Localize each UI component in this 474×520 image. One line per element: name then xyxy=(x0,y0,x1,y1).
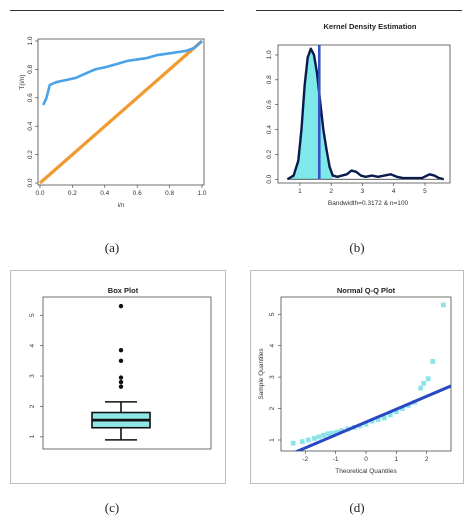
y-axis-label: Sample Quantiles xyxy=(258,348,265,400)
density-curve xyxy=(286,47,445,181)
density-fill xyxy=(287,48,333,180)
chart-d: Normal Q-Q Plot -2 -1 0 1 2 1 2 3 4 5 Theoretical Q… xyxy=(258,286,452,475)
plot-frame xyxy=(37,38,205,186)
y-tick-label: 0.8 xyxy=(266,75,273,84)
y-tick-label: 4 xyxy=(269,344,276,348)
x-tick-label: 0.6 xyxy=(133,190,142,197)
y-tick-label: 0.6 xyxy=(266,100,273,109)
panel-c: Box Plot 1 2 3 4 5 xyxy=(10,270,226,484)
y-tick-label: 1 xyxy=(29,435,36,439)
y-tick-label: 0.0 xyxy=(27,178,34,187)
x-axis-label: Theoretical Quantiles xyxy=(335,468,397,475)
plot-frame xyxy=(42,296,212,450)
x-axis-label: i/n xyxy=(118,202,125,209)
x-tick-label: 1 xyxy=(298,188,302,195)
x-tick-label: 4 xyxy=(392,188,396,195)
x-tick-label: 0 xyxy=(364,456,368,463)
x-tick-label: 5 xyxy=(423,188,427,195)
x-tick-label: 0.2 xyxy=(68,190,77,197)
qq-point xyxy=(321,432,326,438)
qq-point xyxy=(369,418,375,424)
plot-frame xyxy=(280,296,452,452)
outlier-point xyxy=(118,375,124,380)
qq-point xyxy=(421,381,427,386)
qq-point xyxy=(290,440,296,446)
outlier-point xyxy=(118,348,124,353)
y-tick-label: 0.2 xyxy=(266,150,273,159)
y-tick-label: 2 xyxy=(29,404,36,408)
qq-point xyxy=(381,415,387,421)
qq-point xyxy=(299,439,305,444)
panel-d: Normal Q-Q Plot -2 -1 0 1 2 1 2 3 4 5 Theoretical Q… xyxy=(250,270,464,484)
ttt-curve xyxy=(42,40,203,106)
reference-line xyxy=(294,384,451,451)
y-tick-label: 3 xyxy=(269,375,276,379)
outlier-point xyxy=(118,303,124,309)
outlier-point xyxy=(118,358,124,364)
qq-point xyxy=(375,417,381,422)
y-tick-label: 0.4 xyxy=(27,121,34,130)
plot-frame xyxy=(277,44,451,184)
y-tick-label: 4 xyxy=(29,343,36,347)
qq-point xyxy=(400,406,405,411)
qq-point xyxy=(311,436,317,441)
y-tick-label: 1.0 xyxy=(27,36,34,45)
qq-point xyxy=(316,434,322,440)
caption-a: (a) xyxy=(104,240,120,255)
y-tick-label: 1 xyxy=(269,438,276,442)
qq-point xyxy=(334,429,340,435)
chart-a: 0.0 0.2 0.4 0.6 0.8 1.0 0.0 0.2 0.4 0.6 0.8 1.0 i/n T… xyxy=(19,36,207,209)
outlier-point xyxy=(118,379,124,385)
chart-title: Box Plot xyxy=(108,286,139,295)
x-tick-label: 0.8 xyxy=(165,190,174,197)
x-tick-label: 0.4 xyxy=(100,190,109,197)
caption-d: (d) xyxy=(349,500,365,515)
panel-b: Kernel Density Estimation 1 2 3 4 5 0.0 0.2 0.4 0… xyxy=(256,10,462,227)
qq-point xyxy=(330,430,336,436)
x-axis-label: Bandwidth=0.3172 & n=100 xyxy=(328,200,409,207)
x-tick-label: 2 xyxy=(425,456,429,463)
y-tick-label: 0.4 xyxy=(266,125,273,134)
chart-title: Kernel Density Estimation xyxy=(324,22,417,31)
qq-point xyxy=(441,302,446,308)
x-tick-label: 1.0 xyxy=(197,190,206,197)
qq-point xyxy=(387,412,393,418)
qq-point xyxy=(425,376,431,382)
qq-point xyxy=(418,385,424,391)
qq-point xyxy=(339,428,345,433)
qq-point xyxy=(305,437,311,443)
chart-c: Box Plot 1 2 3 4 5 xyxy=(29,286,212,450)
y-tick-label: 3 xyxy=(29,374,36,378)
caption-c: (c) xyxy=(104,500,120,515)
caption-b: (b) xyxy=(349,240,365,255)
chart-title: Normal Q-Q Plot xyxy=(337,286,396,295)
y-tick-label: 1.0 xyxy=(266,50,273,59)
y-tick-label: 0.8 xyxy=(27,65,34,74)
x-tick-label: 3 xyxy=(361,188,365,195)
y-tick-label: 0.0 xyxy=(266,174,273,183)
y-axis-label: T(i/n) xyxy=(19,74,26,89)
x-tick-label: -2 xyxy=(302,456,308,463)
y-tick-label: 0.2 xyxy=(27,150,34,159)
y-tick-label: 2 xyxy=(269,406,276,410)
x-tick-label: -1 xyxy=(333,456,339,463)
qq-point xyxy=(430,359,436,364)
x-tick-label: 2 xyxy=(329,188,333,195)
y-tick-label: 5 xyxy=(269,312,276,316)
y-tick-label: 0.6 xyxy=(27,93,34,102)
outlier-point xyxy=(118,384,124,389)
diagonal-line xyxy=(38,39,204,185)
x-tick-label: 1 xyxy=(395,456,399,463)
chart-b: Kernel Density Estimation 1 2 3 4 5 0.0 0.2 0.4 0… xyxy=(266,22,451,207)
qq-point xyxy=(325,431,331,437)
x-tick-label: 0.0 xyxy=(35,190,44,197)
qq-point xyxy=(363,421,369,427)
panel-a: 0.0 0.2 0.4 0.6 0.8 1.0 0.0 0.2 0.4 0.6 0.8 1.0 i/n T… xyxy=(10,10,224,227)
qq-point xyxy=(393,409,399,415)
y-tick-label: 5 xyxy=(29,313,36,317)
